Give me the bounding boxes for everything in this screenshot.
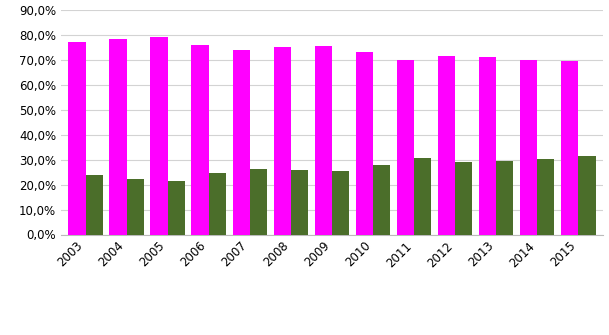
Bar xyxy=(209,173,226,234)
Bar xyxy=(273,48,291,234)
Bar xyxy=(332,172,349,234)
Bar xyxy=(167,181,185,234)
Bar xyxy=(479,57,496,234)
Bar xyxy=(496,161,513,234)
Bar xyxy=(150,38,167,234)
Bar xyxy=(127,179,144,234)
Bar xyxy=(414,158,431,234)
Bar xyxy=(315,46,332,234)
Bar xyxy=(191,46,209,234)
Bar xyxy=(397,60,414,234)
Bar xyxy=(438,56,455,234)
Bar xyxy=(579,156,596,234)
Bar xyxy=(537,159,554,234)
Bar xyxy=(85,176,103,234)
Bar xyxy=(356,53,373,234)
Bar xyxy=(68,43,85,234)
Bar xyxy=(233,51,250,234)
Bar xyxy=(291,170,308,234)
Bar xyxy=(561,61,579,234)
Bar xyxy=(250,169,267,234)
Bar xyxy=(455,162,473,234)
Bar xyxy=(110,39,127,234)
Bar xyxy=(520,60,537,234)
Bar xyxy=(373,165,390,234)
